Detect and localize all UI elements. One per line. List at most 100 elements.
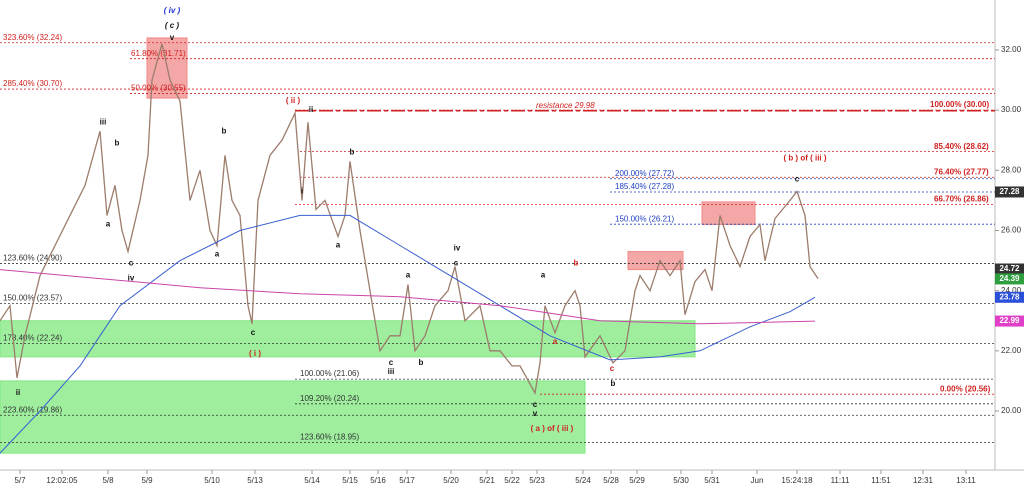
- wave-label: a: [336, 241, 341, 250]
- x-tick-label: 13:11: [956, 476, 976, 485]
- x-tick-label: 5/8: [102, 476, 114, 485]
- wave-label: iv: [128, 274, 135, 283]
- wave-label: b: [419, 358, 424, 367]
- zone: [701, 201, 756, 225]
- level-label: 50.00% (30.55): [131, 84, 186, 93]
- level-label: 178.40% (22.24): [3, 334, 62, 343]
- level-label: 323.60% (32.24): [3, 33, 62, 42]
- price-line: [0, 214, 816, 454]
- price-label: 24.72: [999, 264, 1020, 273]
- wave-label: ( ii ): [286, 96, 301, 105]
- wave-label: iv: [454, 244, 461, 253]
- wave-label: iii: [388, 367, 395, 376]
- wave-label: v: [170, 33, 175, 42]
- level-label: 200.00% (27.72): [615, 169, 674, 178]
- wave-label: b: [611, 379, 616, 388]
- level-label: 76.40% (27.77): [934, 167, 989, 176]
- wave-label: c: [129, 259, 134, 268]
- x-tick-label: 11:51: [871, 476, 891, 485]
- x-tick-label: 5/21: [479, 476, 495, 485]
- wave-label: ( iv ): [164, 6, 181, 15]
- level-label: 223.60% (19.86): [3, 405, 62, 414]
- wave-label: a: [553, 337, 558, 346]
- wave-label: ( a ) of ( iii ): [531, 424, 574, 433]
- x-tick-label: 5/24: [575, 476, 591, 485]
- zone: [627, 251, 684, 271]
- level-label: 61.80% (31.71): [131, 49, 186, 58]
- price-label: 22.99: [999, 316, 1020, 325]
- level-label: 100.00% (30.00): [930, 100, 989, 109]
- price-label-box: [995, 315, 1024, 327]
- x-tick-label: 15:24:18: [781, 476, 813, 485]
- x-tick-label: 5/9: [141, 476, 153, 485]
- wave-label: ( i ): [249, 349, 261, 358]
- y-tick-label: 24.00: [1001, 286, 1022, 295]
- wave-label: a: [215, 250, 220, 259]
- level-label: 123.60% (24.90): [3, 254, 62, 263]
- price-label-box: [995, 273, 1024, 285]
- x-tick-label: 5/28: [603, 476, 619, 485]
- x-tick-label: 11:11: [831, 476, 850, 485]
- level-label: 0.00% (20.56): [940, 384, 991, 393]
- price-label: 24.39: [999, 274, 1020, 283]
- wave-label: c: [389, 358, 394, 367]
- level-label: 85.40% (28.62): [934, 142, 989, 151]
- x-tick-label: 5/29: [629, 476, 645, 485]
- wave-label: c: [251, 328, 256, 337]
- x-tick-label: 5/16: [370, 476, 386, 485]
- x-tick-label: 5/30: [673, 476, 689, 485]
- x-tick-label: 5/17: [399, 476, 415, 485]
- price-label: 27.28: [999, 187, 1020, 196]
- level-label: 123.60% (18.95): [300, 433, 359, 442]
- x-tick-label: Jun: [751, 476, 764, 485]
- wave-label: iii: [100, 117, 107, 126]
- wave-label: ( c ): [165, 21, 180, 30]
- y-tick-label: 26.00: [1001, 226, 1022, 235]
- level-label: 150.00% (26.21): [615, 214, 674, 223]
- wave-label: a: [541, 271, 546, 280]
- wave-label: v: [533, 409, 538, 418]
- wave-label: c: [533, 400, 538, 409]
- x-tick-label: 12:02:05: [46, 476, 78, 485]
- price-label-box: [995, 186, 1024, 198]
- wave-label: a: [106, 220, 111, 229]
- x-tick-label: 12:31: [913, 476, 934, 485]
- wave-label: ii: [309, 105, 313, 114]
- y-tick-label: 28.00: [1001, 165, 1022, 174]
- wave-label: c: [795, 174, 800, 183]
- level-label: 100.00% (21.06): [300, 369, 359, 378]
- wave-label: i: [301, 186, 303, 195]
- price-line: [0, 43, 819, 395]
- wave-label: b: [350, 147, 355, 156]
- level-label: 150.00% (23.57): [3, 294, 62, 303]
- level-label: 109.20% (20.24): [300, 394, 359, 403]
- zone: [146, 37, 188, 99]
- x-tick-label: 5/23: [529, 476, 545, 485]
- zone: [0, 380, 586, 454]
- x-tick-label: 5/7: [14, 476, 26, 485]
- x-tick-label: 5/13: [247, 476, 263, 485]
- x-tick-label: 5/15: [342, 476, 358, 485]
- y-tick-label: 22.00: [1001, 346, 1022, 355]
- wave-label: c: [610, 364, 615, 373]
- y-tick-label: 32.00: [1001, 45, 1022, 54]
- price-label-box: [995, 263, 1024, 275]
- wave-label: b: [222, 126, 227, 135]
- wave-label: b: [574, 259, 579, 268]
- x-tick-label: 5/20: [443, 476, 459, 485]
- level-label: 66.70% (26.86): [934, 195, 989, 204]
- x-tick-label: 5/22: [504, 476, 520, 485]
- price-label: 23.78: [999, 292, 1020, 301]
- wave-label: ii: [16, 388, 20, 397]
- level-label: 185.40% (27.28): [615, 182, 674, 191]
- y-tick-label: 30.00: [1001, 105, 1022, 114]
- wave-label: a: [406, 271, 411, 280]
- price-label-box: [995, 291, 1024, 303]
- level-label: resistance 29.98: [536, 101, 595, 110]
- x-tick-label: 5/14: [304, 476, 320, 485]
- level-label: 285.40% (30.70): [3, 79, 62, 88]
- wave-label: ( b ) of ( iii ): [783, 153, 826, 162]
- wave-label: c: [454, 259, 459, 268]
- wave-label: b: [115, 138, 120, 147]
